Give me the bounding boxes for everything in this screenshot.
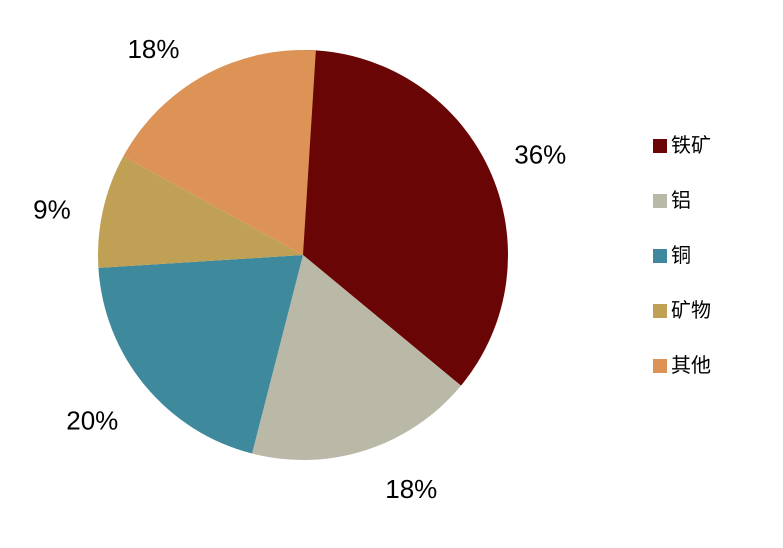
legend-label-other: 其他 [671,354,711,377]
legend-label-aluminum: 铝 [671,189,691,212]
legend-item-other: 其他 [653,351,711,380]
pie-value-label-minerals: 9% [33,195,71,225]
legend-label-copper: 铜 [671,244,691,267]
pie-slice-other [123,49,316,255]
pie-slice-iron-ore [303,50,509,386]
pie-value-label-copper: 20% [66,406,118,436]
legend-swatch-copper [653,248,667,263]
legend-swatch-aluminum [653,193,667,208]
legend-label-minerals: 矿物 [671,299,711,322]
legend-label-iron-ore: 铁矿 [671,134,711,157]
pie-slice-copper [98,255,304,454]
legend-item-copper: 铜 [653,241,711,270]
legend-swatch-minerals [653,303,667,318]
legend-swatch-iron-ore [653,138,667,153]
pie-value-label-iron-ore: 36% [514,140,566,170]
legend-item-iron-ore: 铁矿 [653,131,711,160]
pie-value-label-aluminum: 18% [385,474,437,504]
pie-value-label-other: 18% [127,34,179,64]
legend: 铁矿 铝 铜 矿物 其他 [653,131,711,406]
legend-item-minerals: 矿物 [653,296,711,325]
pie-slice-aluminum [252,255,461,461]
pie-slice-minerals [97,156,303,268]
legend-swatch-other [653,358,667,373]
legend-item-aluminum: 铝 [653,186,711,215]
